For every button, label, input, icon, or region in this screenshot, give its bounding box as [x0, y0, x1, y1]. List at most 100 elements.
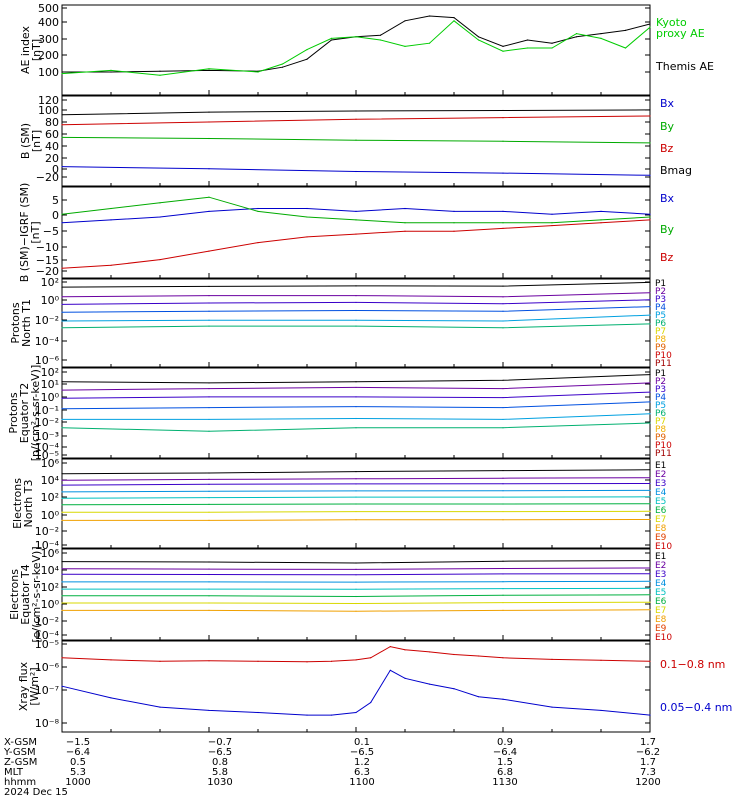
data-point — [649, 213, 651, 215]
data-point — [159, 216, 161, 218]
y-tick-label: 500 — [38, 2, 59, 15]
data-point — [61, 389, 63, 391]
series-group-8 — [61, 645, 651, 716]
y-tick-label: 100 — [38, 66, 59, 79]
data-point — [649, 391, 651, 393]
legend-entry: P10 — [655, 441, 672, 451]
data-point — [502, 588, 504, 590]
data-point — [502, 387, 504, 390]
data-point — [551, 222, 553, 224]
legend-entry: P1 — [655, 279, 666, 289]
data-point — [355, 110, 357, 112]
data-point — [208, 69, 210, 71]
footer-value: 5.8 — [212, 767, 228, 778]
data-point — [208, 561, 210, 563]
data-point — [649, 305, 651, 308]
footer-value: −6.2 — [636, 747, 660, 758]
data-point — [649, 660, 651, 662]
data-point — [502, 227, 504, 229]
data-point — [477, 696, 480, 698]
legend-entry: E10 — [655, 633, 672, 643]
y-tick-label: 10⁻⁵ — [35, 638, 59, 651]
legend-entry: P4 — [655, 393, 666, 403]
footer-value: 1030 — [207, 777, 232, 788]
data-point — [355, 309, 357, 312]
data-point — [208, 210, 210, 212]
legend-entry: E4 — [655, 488, 667, 498]
data-point — [355, 478, 357, 480]
data-point — [208, 168, 210, 170]
data-point — [355, 139, 357, 141]
orbit-footer: X-GSM −1.5 −0.7 0.1 0.9 1.7 Y-GSM −6.4 −6.5 −6.5 −… — [3, 737, 661, 798]
legend-entry: E2 — [655, 561, 666, 571]
data-point — [61, 311, 63, 313]
data-point — [208, 121, 210, 123]
data-point — [61, 427, 63, 429]
y-axis-label: [nT] — [30, 39, 43, 61]
legend-entry: 0.05−0.4 nm — [660, 701, 732, 714]
data-point — [208, 325, 210, 327]
data-point — [159, 70, 161, 72]
data-point — [502, 698, 504, 700]
data-point — [61, 511, 63, 513]
y-tick-label: 20 — [45, 152, 59, 165]
data-point — [257, 711, 259, 714]
y-axis-label: [nT] — [30, 130, 43, 152]
data-point — [281, 66, 284, 68]
data-point — [389, 669, 391, 671]
legend-entry: Bz — [660, 142, 674, 155]
data-point — [502, 50, 504, 52]
data-point — [502, 477, 504, 479]
y-tick-label: 0 — [52, 163, 59, 176]
data-point — [649, 503, 651, 505]
y-tick-label: −5 — [43, 225, 59, 238]
data-point — [404, 222, 406, 224]
footer-row-label: Y-GSM — [3, 747, 36, 758]
legend-entry: P10 — [655, 351, 672, 361]
footer-row-label: X-GSM — [4, 737, 37, 748]
data-point — [355, 406, 357, 408]
data-point — [355, 325, 357, 327]
y-axis-label: Electrons — [11, 478, 24, 529]
data-point — [61, 581, 63, 583]
footer-row-label: hhmm — [4, 777, 36, 788]
legend-entry: P6 — [655, 409, 666, 419]
legend-entry: E8 — [655, 524, 667, 534]
legend-entry: Bx — [660, 192, 675, 205]
y-tick-label: 10² — [41, 366, 59, 379]
data-point — [370, 657, 372, 659]
data-point — [404, 649, 406, 651]
data-point — [61, 519, 63, 522]
y-tick-label: 10⁰ — [41, 509, 60, 522]
data-point — [110, 219, 112, 221]
series-line-p4 — [61, 306, 651, 313]
data-point — [355, 219, 357, 221]
data-point — [649, 594, 651, 596]
data-point — [330, 660, 333, 662]
data-point — [306, 216, 308, 218]
legend-entry: P11 — [655, 449, 672, 459]
legend-entry: Bmag — [660, 164, 692, 177]
data-point — [257, 71, 259, 73]
y-axis-label: [e/(cm²-s-sr-keV)] — [30, 546, 43, 642]
data-point — [355, 503, 357, 505]
legend-entry: Bz — [660, 251, 674, 264]
data-point — [61, 473, 63, 475]
data-point — [502, 285, 504, 287]
data-point — [208, 568, 210, 570]
data-point — [575, 36, 578, 38]
data-point — [306, 714, 308, 716]
data-point — [649, 281, 651, 284]
data-point — [649, 580, 651, 582]
y-tick-label: 10² — [41, 581, 59, 594]
data-point — [208, 490, 210, 492]
data-point — [61, 222, 63, 224]
data-point — [61, 418, 63, 421]
data-point — [61, 491, 63, 493]
data-point — [355, 319, 357, 321]
y-axis-label: Xray flux — [17, 661, 30, 711]
legend-entry: P3 — [655, 295, 666, 305]
data-point — [649, 413, 651, 415]
data-point — [306, 207, 308, 210]
y-tick-label: 40 — [45, 140, 59, 153]
